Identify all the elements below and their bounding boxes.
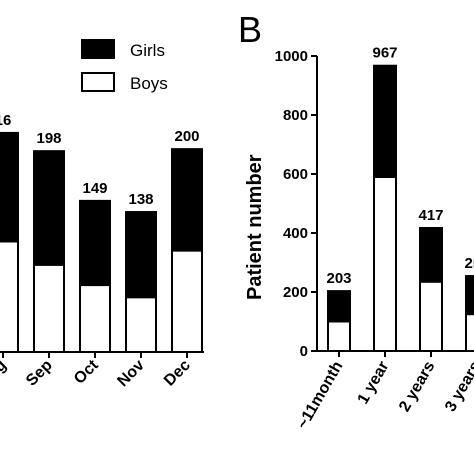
total-label-sep: 198 [36,130,61,147]
total-label-aug: 16 [0,112,11,129]
bar-girls-3-years [465,275,474,316]
bar-boys-oct [79,284,111,353]
bar-girls-2-years [419,226,443,283]
total-label-oct: 149 [82,180,107,197]
x-tick-label-oct: Oct [71,356,102,387]
legend-swatch-girls [81,39,115,59]
bar-girls-1-year [373,64,397,178]
total-label-1-year: 967 [372,45,397,62]
total-label-11month: 203 [326,270,351,287]
bar-boys-dec [171,249,203,353]
bar-girls-dec [171,148,203,252]
legend-swatch-boys [81,72,115,92]
x-tick-label-3-years: 3 years [442,358,474,414]
bar-boys-1-year [373,175,397,352]
total-label-nov: 138 [128,191,153,208]
x-tick-label-dec: Dec [161,357,194,390]
bar-boys-3-years [465,313,474,352]
y-tick-label-1000: 1000 [275,48,308,65]
bar-boys-2-years [419,280,443,352]
bar-boys-nov [125,296,157,354]
y-tick-label-400: 400 [283,225,308,242]
y-tick-label-800: 800 [283,107,308,124]
bar-girls-aug [0,131,19,243]
x-tick-label-aug: g [0,357,10,376]
bar-girls-nov [125,211,157,299]
x-tick-label-sep: Sep [23,357,56,390]
x-tick-label-1-year: 1 year [355,359,393,408]
legend: Girls Boys [81,39,168,93]
bar-boys-aug [0,240,19,353]
x-tick-label-11month: ~11month [294,359,346,433]
y-tick-label-200: 200 [283,284,308,301]
legend-label-girls: Girls [130,41,165,60]
legend-label-boys: Boys [130,74,168,93]
panel-b-chart: 0 200 400 600 800 1000 203 ~11month 967 1 year 417… [275,45,474,432]
bar-boys-11month [327,320,351,352]
y-tick-label-600: 600 [283,166,308,183]
total-label-dec: 200 [174,128,199,145]
panel-a-chart: 16 g 198 Sep 149 Oct 138 Nov 200 Dec [0,112,204,390]
y-tick-label-0: 0 [300,343,308,360]
total-label-2-years: 417 [418,207,443,224]
panel-letter-b: B [238,9,262,50]
bar-boys-sep [33,263,65,353]
bar-girls-oct [79,199,111,287]
bar-girls-sep [33,150,65,266]
x-tick-label-2-years: 2 years [396,358,438,414]
y-axis-title-b: Patient number [244,154,266,300]
total-label-3-years: 254 [464,255,474,272]
x-tick-label-nov: Nov [114,357,147,390]
bar-girls-11month [327,290,351,323]
